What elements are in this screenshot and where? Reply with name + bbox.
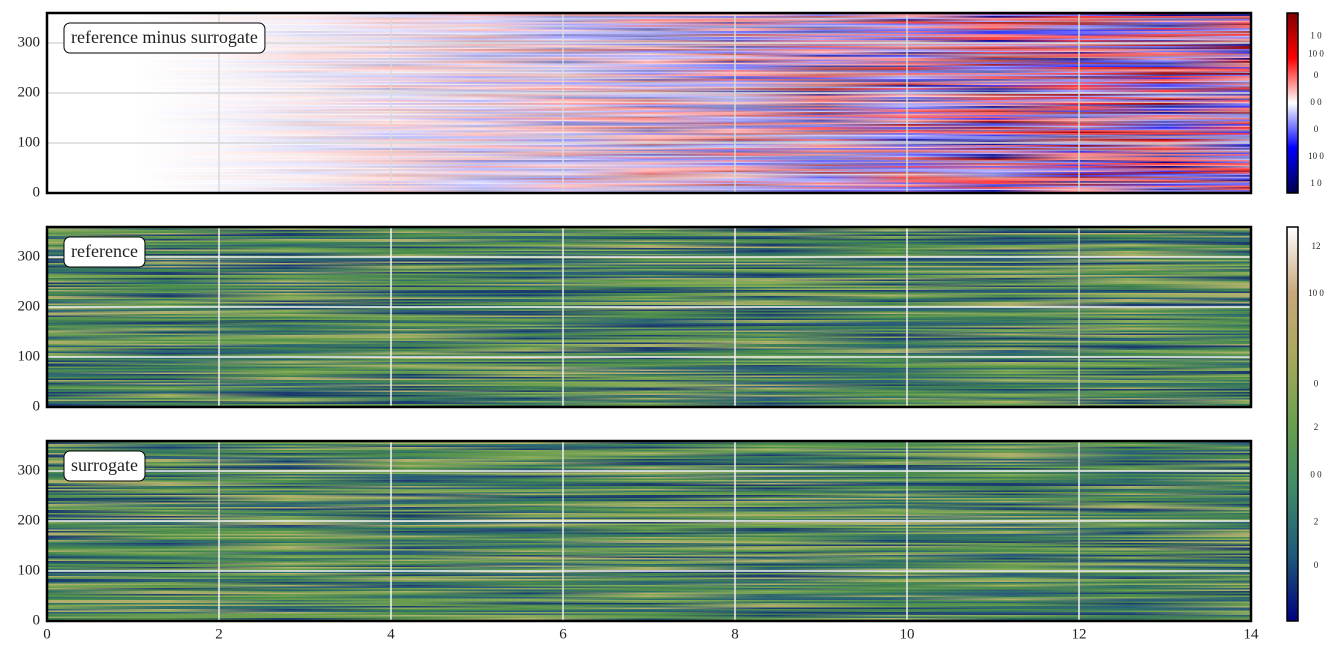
colorbar-tick-label: 2 [1314,422,1319,432]
panel-label: reference [64,237,145,267]
y-tick-label: 200 [18,298,41,314]
x-tick-label: 10 [900,626,915,642]
colorbar-tick-label: 0 [1314,560,1319,570]
y-tick-label: 0 [33,184,41,200]
colorbar-tick-label: 12 [1312,241,1321,251]
colorbar-tick-label: 0 [1314,379,1319,389]
colorbar-tick-label: 10 0 [1308,48,1324,58]
x-tick-label: 2 [215,626,223,642]
panel-label: reference minus surrogate [64,23,265,53]
colorbar-tick-label: 1 0 [1310,30,1322,40]
x-tick-label: 4 [387,626,395,642]
y-tick-label: 100 [18,134,41,150]
y-tick-label: 200 [18,512,41,528]
colorbar [1287,13,1298,193]
y-tick-label: 300 [18,462,41,478]
colorbar-tick-label: 0 0 [1310,469,1322,479]
label-text: surrogate [71,455,138,475]
x-tick-label: 12 [1072,626,1087,642]
y-tick-label: 100 [18,348,41,364]
colorbar-tick-label: 0 [1314,124,1319,134]
heatmap-panel [47,441,1251,621]
y-tick-label: 300 [18,34,41,50]
label-text: reference [71,241,138,261]
panel-label: surrogate [64,451,145,481]
colorbar-tick-label: 0 0 [1310,97,1322,107]
figure: 0100200300reference minus surrogate01002… [0,0,1333,645]
x-tick-label: 6 [559,626,567,642]
x-tick-label: 14 [1244,626,1260,642]
y-tick-label: 100 [18,562,41,578]
colorbar-tick-label: 10 0 [1308,288,1324,298]
colorbar [1287,227,1298,621]
y-tick-label: 200 [18,84,41,100]
x-tick-label: 0 [43,626,51,642]
y-tick-label: 300 [18,248,41,264]
heatmap-panel [47,227,1251,407]
colorbar-tick-label: 10 0 [1308,151,1324,161]
colorbar-tick-label: 1 0 [1310,178,1322,188]
label-text: reference minus surrogate [71,27,258,47]
x-tick-label: 8 [731,626,739,642]
colorbar-tick-label: 0 [1314,70,1319,80]
colorbar-tick-label: 2 [1314,517,1319,527]
y-tick-label: 0 [33,612,41,628]
y-tick-label: 0 [33,398,41,414]
